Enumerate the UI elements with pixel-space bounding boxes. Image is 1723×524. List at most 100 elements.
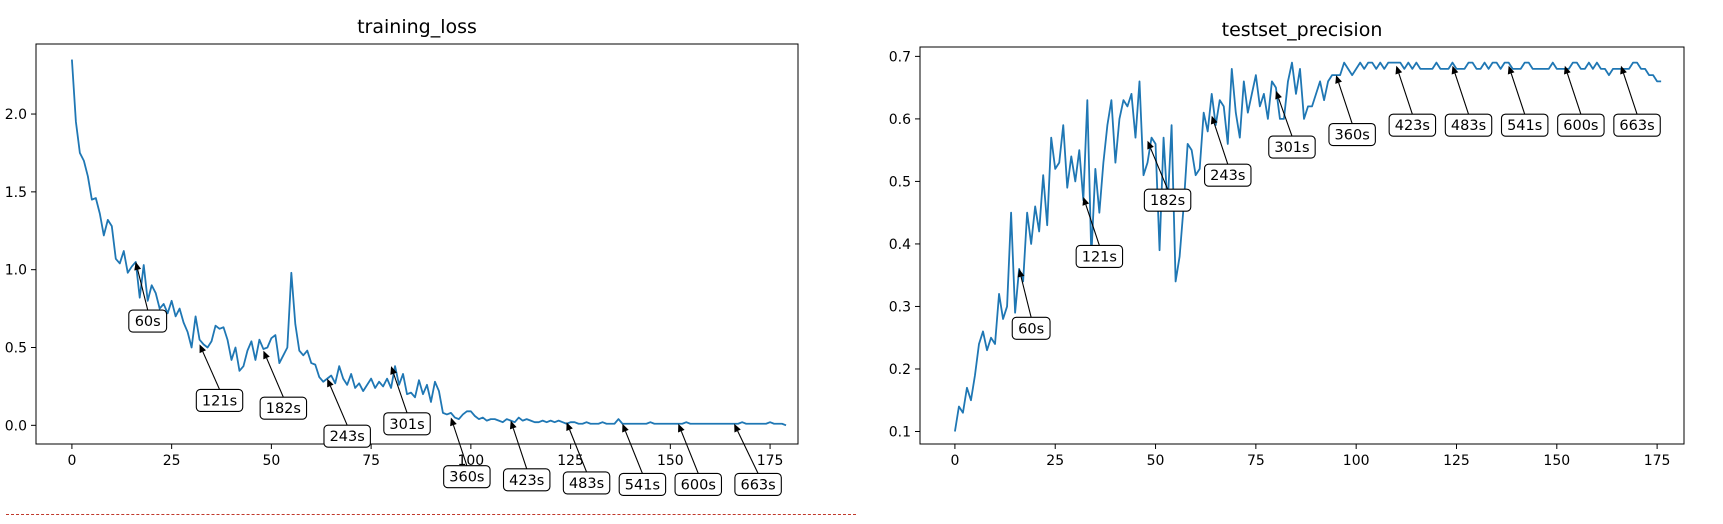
annotation-box <box>1204 163 1252 187</box>
chart-1: testset_precision 0 25 50 75 100 125 150 175 0.1 0… <box>889 19 1685 469</box>
annotation-label: 182s <box>266 401 301 417</box>
dashed-divider <box>6 514 856 515</box>
annotation-arrow <box>1338 82 1353 124</box>
annotation-box <box>1143 188 1192 212</box>
annotation-label: 663s <box>1619 118 1654 134</box>
annotation-arrow <box>1566 73 1582 115</box>
annotation-arrow <box>569 429 588 473</box>
annotation-arrow <box>1398 73 1413 115</box>
annotation-121s: 121s <box>195 344 244 412</box>
y-tick-label: 0.5 <box>5 341 27 357</box>
annotation-box <box>1328 122 1376 147</box>
annotation-arrow <box>329 385 348 426</box>
annotation-label: 483s <box>1451 118 1486 134</box>
annotation-box <box>1444 113 1493 137</box>
annotation-arrowhead <box>622 423 629 433</box>
y-tick-label: 0.5 <box>889 174 911 190</box>
x-tick-label: 125 <box>1443 453 1470 469</box>
annotation-label: 360s <box>449 470 484 486</box>
x-tick-label: 75 <box>362 453 380 469</box>
annotation-box <box>1075 244 1124 268</box>
annotation-541s: 541s <box>1500 65 1549 137</box>
annotation-arrowhead <box>1620 65 1627 75</box>
annotation-arrow <box>737 430 759 474</box>
annotation-arrowhead <box>450 417 457 427</box>
annotation-arrow <box>452 424 468 466</box>
annotation-box <box>383 412 431 436</box>
annotation-arrowhead <box>390 366 397 375</box>
annotation-arrowhead <box>1395 65 1403 75</box>
series-line-0 <box>954 61 1662 432</box>
annotation-box <box>562 471 611 495</box>
annotation-arrow <box>624 430 643 474</box>
annotation-arrow <box>1085 204 1100 246</box>
annotation-box <box>128 309 168 333</box>
annotation-label: 423s <box>509 473 544 489</box>
x-tick-label: 125 <box>557 453 584 469</box>
annotation-arrowhead <box>134 261 142 271</box>
annotation-arrow <box>393 373 408 413</box>
y-tick-label: 0.2 <box>889 362 911 378</box>
annotation-arrowhead <box>1564 65 1571 75</box>
annotation-arrow <box>202 351 221 390</box>
annotation-box <box>323 424 371 448</box>
annotation-label: 243s <box>1210 168 1245 184</box>
annotation-box <box>195 388 244 412</box>
annotation-box <box>1388 113 1437 137</box>
annotation-663s: 663s <box>734 423 782 497</box>
y-tick-label: 0.7 <box>889 49 911 65</box>
annotation-label: 121s <box>1082 249 1117 265</box>
annotation-483s: 483s <box>562 422 611 495</box>
annotation-box <box>1268 135 1316 159</box>
y-tick-label: 0.6 <box>889 112 911 128</box>
annotation-box <box>259 396 308 420</box>
annotation-arrowhead <box>1147 140 1154 150</box>
annotation-box <box>1613 113 1661 137</box>
annotation-arrowhead <box>678 423 685 433</box>
annotation-423s: 423s <box>1388 65 1437 137</box>
annotation-182s: 182s <box>1143 140 1192 212</box>
annotation-label: 60s <box>1018 321 1044 337</box>
x-tick-label: 150 <box>1543 453 1570 469</box>
x-tick-label: 0 <box>67 453 76 469</box>
x-tick-label: 25 <box>1046 453 1064 469</box>
x-tick-label: 100 <box>1343 453 1370 469</box>
annotation-box <box>502 468 551 492</box>
y-tick-label: 2.0 <box>5 107 27 123</box>
annotation-arrow <box>680 430 699 474</box>
axes-frame <box>919 46 1685 445</box>
annotation-arrow <box>1213 123 1229 165</box>
annotation-label: 663s <box>740 477 775 493</box>
axes-frame <box>35 43 799 445</box>
annotation-label: 60s <box>135 314 161 330</box>
annotation-label: 541s <box>625 477 660 493</box>
annotation-label: 423s <box>1395 118 1430 134</box>
annotation-121s: 121s <box>1075 197 1124 268</box>
annotation-600s: 600s <box>1557 65 1605 137</box>
annotation-301s: 301s <box>1268 90 1316 159</box>
annotation-arrow <box>1510 73 1526 115</box>
annotation-arrowhead <box>199 344 207 354</box>
annotation-arrow <box>1020 276 1032 318</box>
x-tick-label: 175 <box>1644 453 1671 469</box>
y-tick-label: 1.0 <box>5 263 27 279</box>
annotation-arrowhead <box>1082 197 1090 206</box>
y-tick-label: 0.3 <box>889 299 911 315</box>
annotation-182s: 182s <box>259 350 308 420</box>
annotation-box <box>1011 316 1051 340</box>
x-tick-label: 25 <box>163 453 181 469</box>
annotation-60s: 60s <box>1011 268 1051 340</box>
x-tick-label: 0 <box>950 453 959 469</box>
annotation-360s: 360s <box>1328 75 1376 147</box>
annotation-663s: 663s <box>1613 65 1661 137</box>
x-tick-label: 75 <box>1247 453 1265 469</box>
annotation-label: 243s <box>330 429 365 445</box>
annotation-box <box>734 472 782 497</box>
annotation-arrow <box>137 269 149 311</box>
annotation-label: 121s <box>202 393 237 409</box>
annotation-arrow <box>1454 73 1470 115</box>
annotation-arrow <box>1278 98 1293 137</box>
annotation-label: 360s <box>1335 128 1370 144</box>
